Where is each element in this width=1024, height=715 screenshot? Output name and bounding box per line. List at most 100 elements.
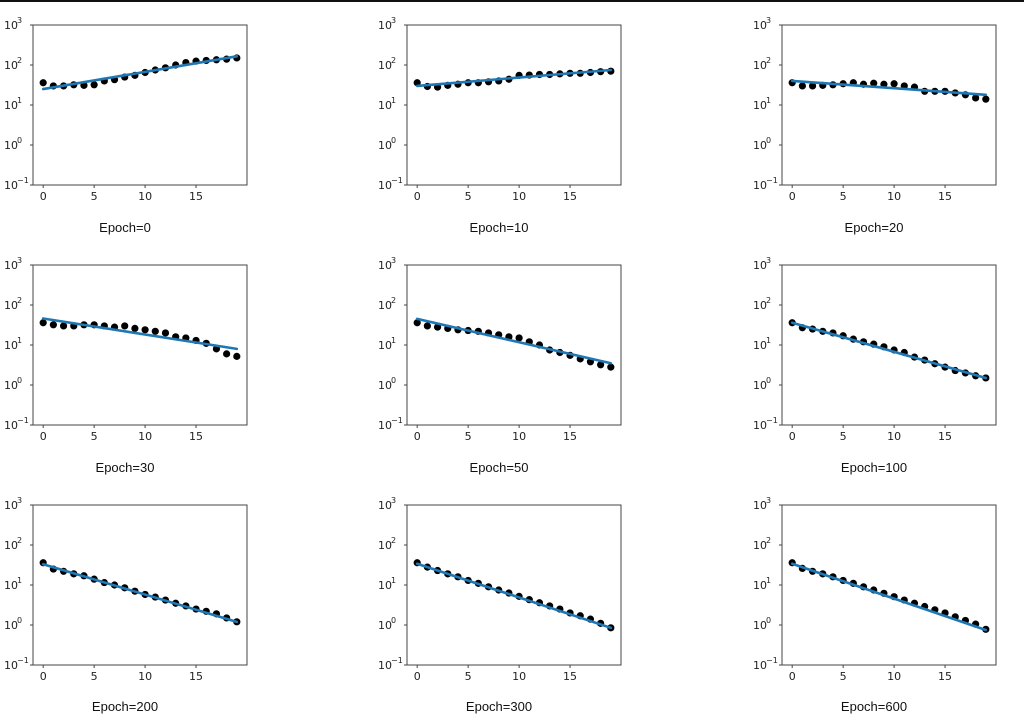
y-tick-exponent: 3 bbox=[391, 16, 396, 25]
y-tick-label: 10 2 bbox=[753, 296, 771, 312]
y-tick-exponent: 1 bbox=[391, 96, 396, 105]
y-tick-label: 10 −1 bbox=[753, 176, 778, 192]
x-tick-label: 5 bbox=[465, 430, 472, 443]
y-tick-base: 10 bbox=[378, 59, 392, 72]
y-tick-base: 10 bbox=[378, 259, 392, 272]
y-tick-base: 10 bbox=[378, 659, 392, 672]
data-point bbox=[972, 94, 980, 102]
x-tick-label: 15 bbox=[189, 430, 203, 443]
x-tick-label: 15 bbox=[938, 670, 952, 683]
y-tick-base: 10 bbox=[4, 179, 18, 192]
plot-area-frame bbox=[781, 24, 997, 186]
x-tick-label: 10 bbox=[512, 430, 526, 443]
y-tick-label: 10 3 bbox=[378, 256, 396, 272]
y-tick-base: 10 bbox=[378, 139, 392, 152]
y-tick-label: 10 2 bbox=[753, 56, 771, 72]
x-tick-label: 15 bbox=[563, 430, 577, 443]
x-tick-label: 5 bbox=[465, 670, 472, 683]
y-tick-exponent: −1 bbox=[17, 416, 29, 425]
y-tick-base: 10 bbox=[378, 539, 392, 552]
x-tick-label: 0 bbox=[40, 190, 47, 203]
y-tick-exponent: 3 bbox=[766, 256, 771, 265]
y-tick-label: 10 2 bbox=[378, 536, 396, 552]
y-tick-label: 10 −1 bbox=[753, 656, 778, 672]
y-tick-base: 10 bbox=[753, 499, 767, 512]
y-tick-label: 10 −1 bbox=[4, 416, 29, 432]
y-tick-base: 10 bbox=[4, 339, 18, 352]
x-tick-label: 15 bbox=[563, 190, 577, 203]
y-tick-label: 10 1 bbox=[378, 96, 396, 112]
y-tick-base: 10 bbox=[753, 179, 767, 192]
y-tick-label: 10 −1 bbox=[4, 656, 29, 672]
x-tick-label: 0 bbox=[40, 670, 47, 683]
x-tick-label: 0 bbox=[789, 190, 796, 203]
fit-line bbox=[415, 317, 613, 365]
plot-area-frame bbox=[32, 24, 248, 186]
y-tick-label: 10 3 bbox=[753, 496, 771, 512]
y-tick-label: 10 3 bbox=[378, 16, 396, 32]
data-point bbox=[39, 319, 47, 327]
subplot-9: 10 −1 10 0 10 1 10 2 10 3 0 5 10 15 Epoch=600 bbox=[749, 480, 999, 715]
y-tick-exponent: 3 bbox=[391, 496, 396, 505]
subplot-title: Epoch=100 bbox=[840, 460, 908, 475]
y-tick-label: 10 0 bbox=[4, 616, 22, 632]
y-tick-label: 10 2 bbox=[4, 56, 22, 72]
subplot-svg: 10 −110 010 110 210 30 5 10 15 bbox=[753, 496, 997, 683]
y-tick-exponent: 2 bbox=[17, 296, 22, 305]
subplot-svg: 10 −110 010 110 210 30 5 10 15 bbox=[753, 16, 997, 203]
y-tick-exponent: 1 bbox=[17, 576, 22, 585]
top-border-rule bbox=[0, 0, 1024, 2]
data-point bbox=[121, 322, 129, 330]
fit-line bbox=[790, 321, 988, 380]
y-tick-base: 10 bbox=[378, 179, 392, 192]
x-tick-label: 5 bbox=[91, 670, 98, 683]
subplot-title: Epoch=200 bbox=[91, 699, 159, 714]
x-tick-label: 15 bbox=[938, 190, 952, 203]
y-tick-label: 10 1 bbox=[4, 576, 22, 592]
plot-area-frame bbox=[406, 24, 622, 186]
y-tick-base: 10 bbox=[378, 619, 392, 632]
y-tick-exponent: 2 bbox=[766, 536, 771, 545]
fit-line bbox=[415, 68, 613, 88]
y-tick-base: 10 bbox=[753, 659, 767, 672]
x-tick-label: 0 bbox=[414, 670, 421, 683]
y-tick-label: 10 1 bbox=[4, 336, 22, 352]
fit-line bbox=[41, 317, 239, 351]
subplot-title: Epoch=50 bbox=[469, 460, 529, 475]
x-tick-label: 5 bbox=[91, 430, 98, 443]
x-tick-label: 5 bbox=[465, 190, 472, 203]
y-tick-exponent: 3 bbox=[17, 256, 22, 265]
data-point bbox=[413, 319, 421, 327]
y-tick-exponent: −1 bbox=[766, 656, 778, 665]
y-tick-exponent: 0 bbox=[391, 136, 396, 145]
y-tick-exponent: 0 bbox=[17, 376, 22, 385]
y-tick-label: 10 1 bbox=[378, 336, 396, 352]
y-tick-exponent: 1 bbox=[391, 576, 396, 585]
data-point bbox=[141, 326, 149, 334]
subplot-8: 10 −1 10 0 10 1 10 2 10 3 0 5 10 15 Epoch=300 bbox=[374, 480, 624, 715]
y-tick-base: 10 bbox=[378, 19, 392, 32]
data-point bbox=[131, 324, 139, 333]
x-tick-label: 0 bbox=[789, 670, 796, 683]
subplot-title: Epoch=10 bbox=[469, 220, 529, 235]
data-point bbox=[233, 352, 241, 360]
fit-line bbox=[41, 55, 239, 91]
y-tick-label: 10 0 bbox=[378, 376, 396, 392]
x-tick-label: 10 bbox=[512, 190, 526, 203]
y-tick-exponent: 0 bbox=[766, 376, 771, 385]
data-point bbox=[808, 82, 817, 90]
y-tick-label: 10 2 bbox=[4, 296, 22, 312]
x-tick-label: 0 bbox=[414, 190, 421, 203]
subplot-svg: 10 −110 010 110 210 30 5 10 15 bbox=[4, 496, 248, 683]
y-tick-label: 10 0 bbox=[753, 376, 771, 392]
data-point bbox=[39, 79, 47, 87]
y-tick-exponent: 2 bbox=[391, 536, 396, 545]
y-tick-exponent: −1 bbox=[17, 176, 29, 185]
x-tick-label: 10 bbox=[138, 190, 152, 203]
x-tick-label: 10 bbox=[138, 430, 152, 443]
y-tick-base: 10 bbox=[753, 259, 767, 272]
y-tick-label: 10 3 bbox=[4, 496, 22, 512]
data-point bbox=[223, 350, 231, 358]
y-tick-label: 10 3 bbox=[753, 256, 771, 272]
plot-area-frame bbox=[406, 264, 622, 426]
